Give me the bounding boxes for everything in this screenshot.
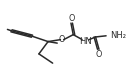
Text: O: O <box>95 50 101 59</box>
Text: NH₂: NH₂ <box>110 31 126 40</box>
Text: HN: HN <box>79 37 92 46</box>
Text: O: O <box>59 35 65 44</box>
Text: O: O <box>68 14 75 23</box>
